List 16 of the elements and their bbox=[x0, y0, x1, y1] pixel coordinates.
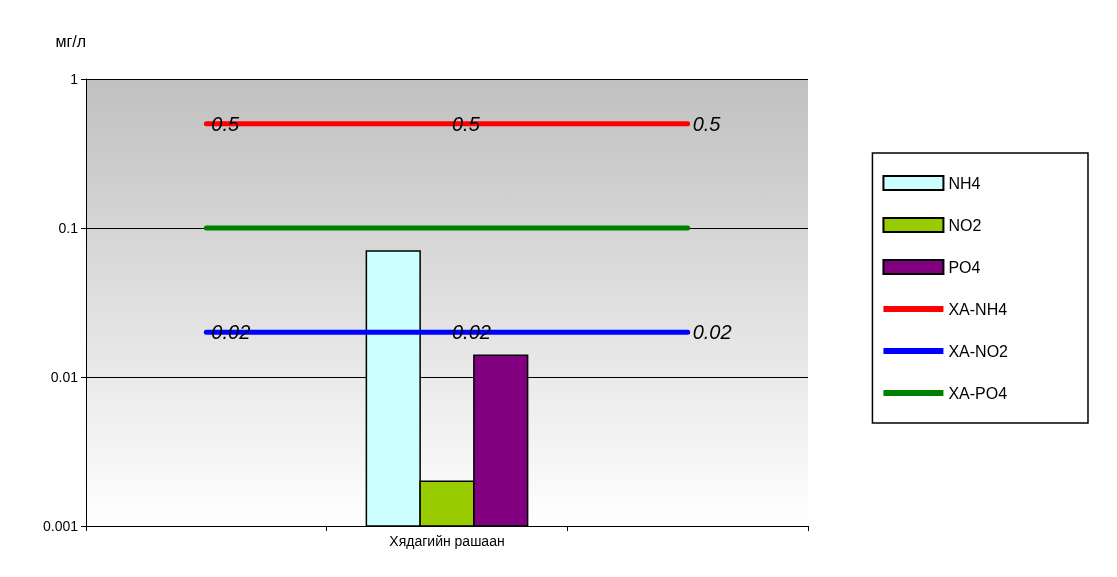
legend-label: NH4 bbox=[948, 174, 981, 192]
legend-label: XA-NH4 bbox=[948, 300, 1008, 318]
y-tick-label: 1 bbox=[70, 71, 79, 87]
y-axis-title: мг/л bbox=[55, 32, 86, 50]
data-label: 0.02 bbox=[211, 321, 251, 344]
y-tick-label: 0.1 bbox=[58, 220, 79, 236]
legend-label: XA-PO4 bbox=[948, 384, 1008, 402]
legend-label: PO4 bbox=[948, 258, 981, 276]
data-label: 0.5 bbox=[692, 112, 722, 135]
y-tick-label: 0.001 bbox=[42, 518, 79, 534]
legend-label: XA-NO2 bbox=[948, 342, 1009, 360]
data-label: 0.02 bbox=[452, 321, 491, 344]
x-tick-label: Хядагийн рашаан bbox=[389, 533, 505, 549]
y-tick-label: 0.01 bbox=[50, 369, 79, 385]
legend-label: NO2 bbox=[948, 216, 982, 234]
data-label: 0.02 bbox=[692, 321, 732, 344]
